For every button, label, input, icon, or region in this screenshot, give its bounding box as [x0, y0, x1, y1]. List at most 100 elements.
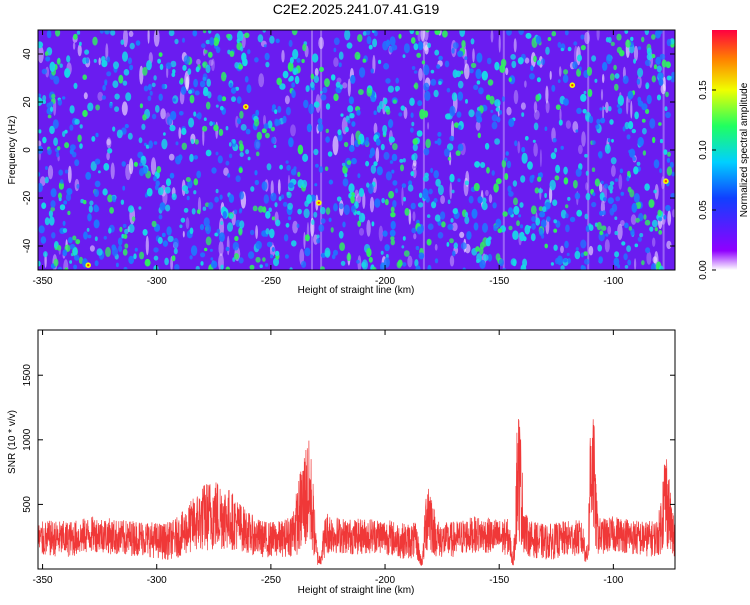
spectrogram-blob: [417, 202, 424, 208]
spectrogram-blob: [169, 124, 176, 132]
spectrogram-blob: [368, 256, 373, 263]
spectrogram-blob: [274, 202, 278, 208]
spectrogram-blob: [614, 230, 619, 236]
spectrogram-blob: [395, 77, 400, 84]
spectrogram-streak: [422, 41, 429, 51]
spectrogram-blob: [75, 239, 81, 245]
spectrogram-blob: [105, 246, 111, 258]
spectrogram-streak: [362, 192, 366, 210]
spectrogram-blob: [624, 265, 629, 269]
spectrogram-blob: [525, 32, 532, 39]
spectrogram-blob: [633, 193, 640, 203]
spectrogram-blob: [479, 259, 486, 269]
spectrogram-blob: [47, 148, 52, 155]
spectrogram-blob: [319, 66, 324, 72]
spectrogram-blob: [318, 166, 324, 173]
spectrogram-blob: [653, 159, 660, 169]
spectrogram-blob: [103, 235, 108, 240]
spectrogram-blob: [596, 221, 602, 231]
spectrogram-blob: [617, 264, 621, 269]
spectrogram-blob: [285, 106, 291, 116]
spectrogram-streak: [584, 31, 590, 45]
spectrogram-blob: [558, 119, 563, 126]
spectrogram-blob: [512, 180, 518, 187]
spectrogram-blob: [451, 189, 455, 194]
spectrogram-streak: [185, 76, 189, 91]
spectrogram-blob: [537, 176, 542, 182]
spectrogram-blob: [358, 187, 365, 197]
spectrogram-blob: [269, 228, 275, 239]
spectrogram-streak: [412, 211, 416, 222]
spectrogram-streak: [373, 122, 378, 135]
spectrogram-blob: [199, 80, 206, 88]
spectrogram-streak: [565, 120, 572, 129]
spectrogram-streak: [475, 121, 481, 131]
spectrogram-blob: [79, 41, 82, 47]
spectrogram-blob: [531, 216, 537, 222]
spectrogram-blob: [168, 30, 175, 37]
spectrogram-blob: [521, 112, 525, 117]
spectrogram-blob: [501, 159, 507, 168]
spectrogram-blob: [644, 59, 651, 66]
spectrogram-blob: [179, 224, 183, 229]
spectrogram-blob: [545, 46, 550, 55]
spectrogram-x-tick-label: -150: [489, 276, 509, 287]
spectrogram-streak: [485, 189, 489, 197]
spectrogram-streak: [354, 189, 359, 198]
spectrogram-blob: [617, 107, 623, 115]
spectrogram-blob: [434, 30, 441, 35]
snr-x-tick-label: -100: [603, 575, 623, 586]
spectrogram-blob: [513, 197, 518, 206]
spectrogram-hotspot-core: [664, 180, 668, 183]
spectrogram-blob: [303, 99, 309, 109]
spectrogram-blob: [669, 161, 674, 168]
spectrogram-blob: [456, 111, 462, 118]
spectrogram-streak: [281, 49, 285, 63]
spectrogram-blob: [564, 240, 569, 249]
spectrogram-blob: [440, 211, 446, 220]
spectrogram-streak: [208, 59, 214, 66]
spectrogram-blob: [157, 58, 162, 64]
spectrogram-blob: [328, 217, 332, 222]
spectrogram-blob: [645, 82, 650, 90]
spectrogram-blob: [189, 94, 195, 104]
spectrogram-blob: [623, 253, 628, 261]
spectrogram-blob: [436, 64, 441, 69]
spectrogram-blob: [527, 161, 533, 170]
spectrogram-blob: [652, 136, 656, 144]
spectrogram-blob: [415, 265, 421, 270]
spectrogram-blob: [73, 82, 78, 89]
spectrogram-blob: [337, 129, 342, 136]
spectrogram-vertical-streak: [587, 30, 590, 270]
spectrogram-blob: [603, 183, 609, 189]
spectrogram-blob: [423, 110, 429, 118]
spectrogram-blob: [124, 228, 129, 235]
spectrogram-blob: [434, 258, 439, 264]
spectrogram-blob: [179, 111, 184, 116]
spectrogram-blob: [49, 61, 56, 72]
spectrogram-blob: [383, 151, 390, 160]
spectrogram-blob: [550, 262, 555, 266]
spectrogram-blob: [235, 175, 241, 183]
spectrogram-blob: [208, 30, 212, 34]
spectrogram-blob: [554, 175, 560, 181]
spectrogram-blob: [651, 53, 656, 59]
spectrogram-blob: [172, 98, 176, 102]
spectrogram-blob: [553, 228, 558, 233]
colorbar: 0.00 0.05 0.10 0.15 Normalized spectral amp…: [698, 30, 750, 280]
spectrogram-streak: [630, 100, 633, 119]
spectrogram-blob: [87, 234, 92, 239]
spectrogram-blob: [627, 90, 634, 100]
spectrogram-blob: [609, 207, 615, 216]
spectrogram-blob: [304, 247, 311, 257]
spectrogram-blob: [95, 104, 100, 111]
spectrogram-blob: [247, 49, 251, 55]
spectrogram-blob: [219, 194, 223, 200]
spectrogram-blob: [193, 78, 199, 88]
spectrogram-streak: [533, 142, 538, 157]
spectrogram-blob: [670, 193, 675, 198]
spectrogram-blob: [304, 234, 310, 242]
spectrogram-blob: [619, 168, 624, 174]
spectrogram-blob: [164, 186, 171, 194]
spectrogram-blob: [64, 129, 68, 134]
